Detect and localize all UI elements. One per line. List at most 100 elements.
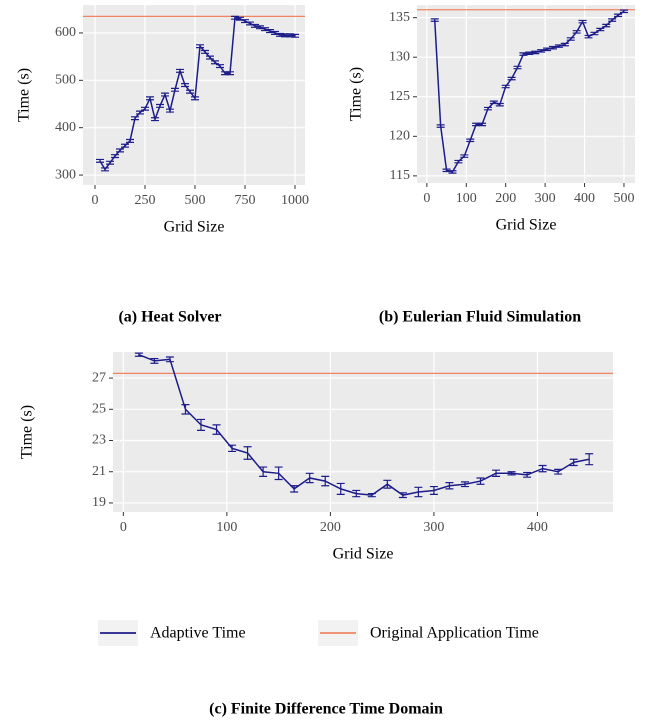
error-bar: [436, 124, 445, 128]
x-tick-label: 250: [135, 193, 156, 208]
error-bar: [305, 472, 314, 484]
error-bar: [569, 458, 578, 467]
x-tick-label: 400: [574, 191, 595, 206]
error-bar: [336, 482, 345, 495]
error-bar: [454, 159, 463, 164]
error-bar: [96, 158, 104, 163]
error-bar: [176, 68, 184, 73]
error-bar: [619, 9, 628, 14]
error-bar: [165, 356, 174, 363]
y-tick-label: 27: [92, 370, 106, 385]
x-axis-title: Grid Size: [164, 219, 225, 236]
adaptive-line: [138, 353, 590, 496]
x-tick-label: 0: [92, 193, 99, 208]
x-tick-label: 100: [216, 520, 237, 535]
error-bar: [271, 30, 279, 35]
error-bar: [602, 23, 611, 28]
error-bar: [201, 49, 209, 54]
error-bar: [560, 42, 569, 47]
error-bar: [131, 116, 139, 121]
panel: [417, 5, 635, 183]
error-bar: [585, 453, 594, 466]
error-bar: [290, 485, 299, 493]
error-bar: [367, 492, 376, 498]
error-bar: [448, 170, 457, 174]
x-axis-title: Grid Size: [333, 546, 394, 563]
error-bar: [572, 30, 581, 34]
y-tick-label: 300: [55, 167, 76, 182]
x-tick-label: 0: [120, 520, 127, 535]
x-axis-title: Grid Size: [496, 217, 557, 234]
error-bar: [492, 469, 501, 478]
error-bar: [543, 47, 552, 52]
error-bar: [259, 466, 268, 478]
error-bar: [196, 418, 205, 431]
error-bar: [321, 475, 330, 487]
error-bar: [212, 424, 221, 435]
y-tick-label: 600: [55, 25, 76, 40]
caption: (c) Finite Difference Time Domain: [209, 701, 443, 718]
error-bar: [614, 13, 623, 18]
error-bar: [596, 27, 605, 32]
error-bar: [274, 466, 283, 481]
error-bar: [116, 148, 124, 153]
y-axis-title: Time (s): [19, 405, 36, 459]
y-tick-label: 19: [92, 495, 106, 510]
error-bar: [211, 60, 219, 65]
error-bar: [523, 471, 532, 478]
error-bar: [352, 489, 361, 498]
error-bar: [266, 29, 274, 34]
x-tick-label: 200: [320, 520, 341, 535]
legend-label: Original Application Time: [370, 625, 539, 642]
error-bar: [549, 45, 558, 50]
error-bar: [181, 404, 190, 415]
error-bar: [476, 477, 485, 485]
error-bar: [442, 168, 451, 173]
error-bar: [291, 33, 299, 38]
error-bar: [537, 49, 546, 53]
y-axis-title: Time (s): [16, 68, 33, 122]
error-bar: [538, 464, 547, 473]
x-tick-label: 400: [527, 520, 548, 535]
y-tick-label: 130: [389, 49, 410, 64]
error-bar: [414, 486, 423, 498]
y-axis-title: Time (s): [348, 67, 365, 121]
error-bar: [156, 103, 164, 108]
error-bar: [181, 83, 189, 88]
error-bar: [584, 34, 593, 39]
error-bar: [261, 27, 269, 32]
x-tick-label: 750: [235, 193, 256, 208]
error-bar: [191, 96, 199, 101]
error-bar: [483, 106, 492, 111]
error-bar: [134, 352, 143, 357]
error-bar: [106, 160, 114, 165]
caption: (a) Heat Solver: [118, 309, 221, 326]
error-bar: [166, 108, 174, 113]
y-tick-label: 115: [390, 168, 410, 183]
y-tick-label: 120: [389, 129, 410, 144]
error-bar: [466, 138, 475, 143]
error-bar: [141, 106, 149, 111]
error-bar: [445, 482, 454, 490]
error-bar: [460, 154, 469, 158]
y-tick-label: 21: [92, 464, 106, 479]
error-bar: [478, 122, 487, 127]
error-bar: [150, 357, 159, 364]
x-tick-label: 200: [495, 191, 516, 206]
error-bar: [216, 64, 224, 69]
y-tick-label: 23: [92, 433, 106, 448]
legend-label: Adaptive Time: [150, 625, 246, 642]
error-bar: [460, 481, 469, 488]
error-bar: [171, 87, 179, 92]
error-bar: [398, 492, 407, 499]
x-tick-label: 100: [456, 191, 477, 206]
error-bar: [531, 50, 540, 55]
error-bar: [228, 444, 237, 453]
x-tick-label: 500: [613, 191, 634, 206]
caption: (b) Eulerian Fluid Simulation: [379, 309, 581, 326]
error-bar: [121, 143, 129, 148]
x-tick-label: 0: [423, 191, 430, 206]
error-bar: [126, 138, 134, 143]
error-bar: [554, 468, 563, 475]
